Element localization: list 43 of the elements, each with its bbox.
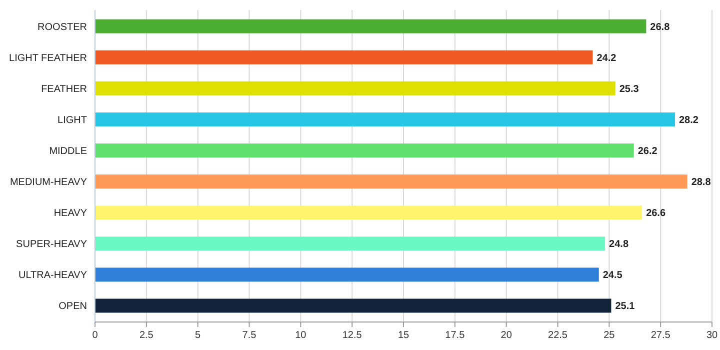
data-label: 26.6 bbox=[646, 208, 666, 220]
x-tick-label: 5 bbox=[195, 330, 202, 341]
y-tick-label: FEATHER bbox=[41, 84, 87, 95]
data-label: 26.8 bbox=[650, 22, 670, 33]
y-tick-label: OPEN bbox=[58, 301, 87, 312]
x-tick-label: 10 bbox=[295, 330, 307, 341]
y-tick-label: MIDDLE bbox=[49, 146, 88, 157]
y-tick-label: MEDIUM-HEAVY bbox=[10, 177, 88, 188]
bar bbox=[95, 298, 612, 313]
bar bbox=[95, 81, 616, 96]
bar bbox=[95, 50, 593, 64]
data-label: 24.8 bbox=[609, 239, 629, 250]
data-label: 25.3 bbox=[619, 84, 640, 95]
data-label: 28.2 bbox=[678, 114, 699, 126]
data-label: 26.2 bbox=[638, 146, 658, 157]
data-label: 25.1 bbox=[615, 301, 636, 312]
x-tick-label: 20 bbox=[500, 330, 512, 341]
x-tick-label: 25 bbox=[604, 330, 616, 341]
bar bbox=[95, 236, 606, 251]
y-tick-label: LIGHT FEATHER bbox=[9, 52, 87, 64]
x-tick-label: 12.5 bbox=[342, 330, 362, 341]
x-tick-label: 0 bbox=[92, 330, 98, 341]
x-tick-label: 2.5 bbox=[139, 330, 154, 341]
bar bbox=[95, 19, 646, 34]
x-tick-label: 15 bbox=[398, 330, 410, 341]
x-tick-label: 7.5 bbox=[242, 330, 257, 341]
x-tick-label: 17.5 bbox=[445, 330, 466, 341]
data-label: 24.2 bbox=[596, 52, 617, 64]
bar bbox=[95, 206, 642, 220]
y-tick-label: ULTRA-HEAVY bbox=[18, 270, 88, 282]
x-tick-label: 30 bbox=[706, 330, 718, 341]
bar bbox=[95, 112, 675, 126]
y-tick-label: ROOSTER bbox=[38, 22, 87, 33]
data-label: 28.8 bbox=[691, 177, 712, 188]
data-label: 24.5 bbox=[602, 270, 623, 282]
bar bbox=[95, 143, 634, 158]
bar bbox=[95, 174, 688, 189]
y-tick-label: HEAVY bbox=[54, 208, 88, 220]
x-tick-label: 22.5 bbox=[548, 330, 568, 341]
y-tick-label: LIGHT bbox=[58, 114, 87, 126]
x-tick-label: 27.5 bbox=[650, 330, 671, 341]
bar bbox=[95, 268, 599, 282]
y-tick-label: SUPER-HEAVY bbox=[16, 239, 88, 250]
